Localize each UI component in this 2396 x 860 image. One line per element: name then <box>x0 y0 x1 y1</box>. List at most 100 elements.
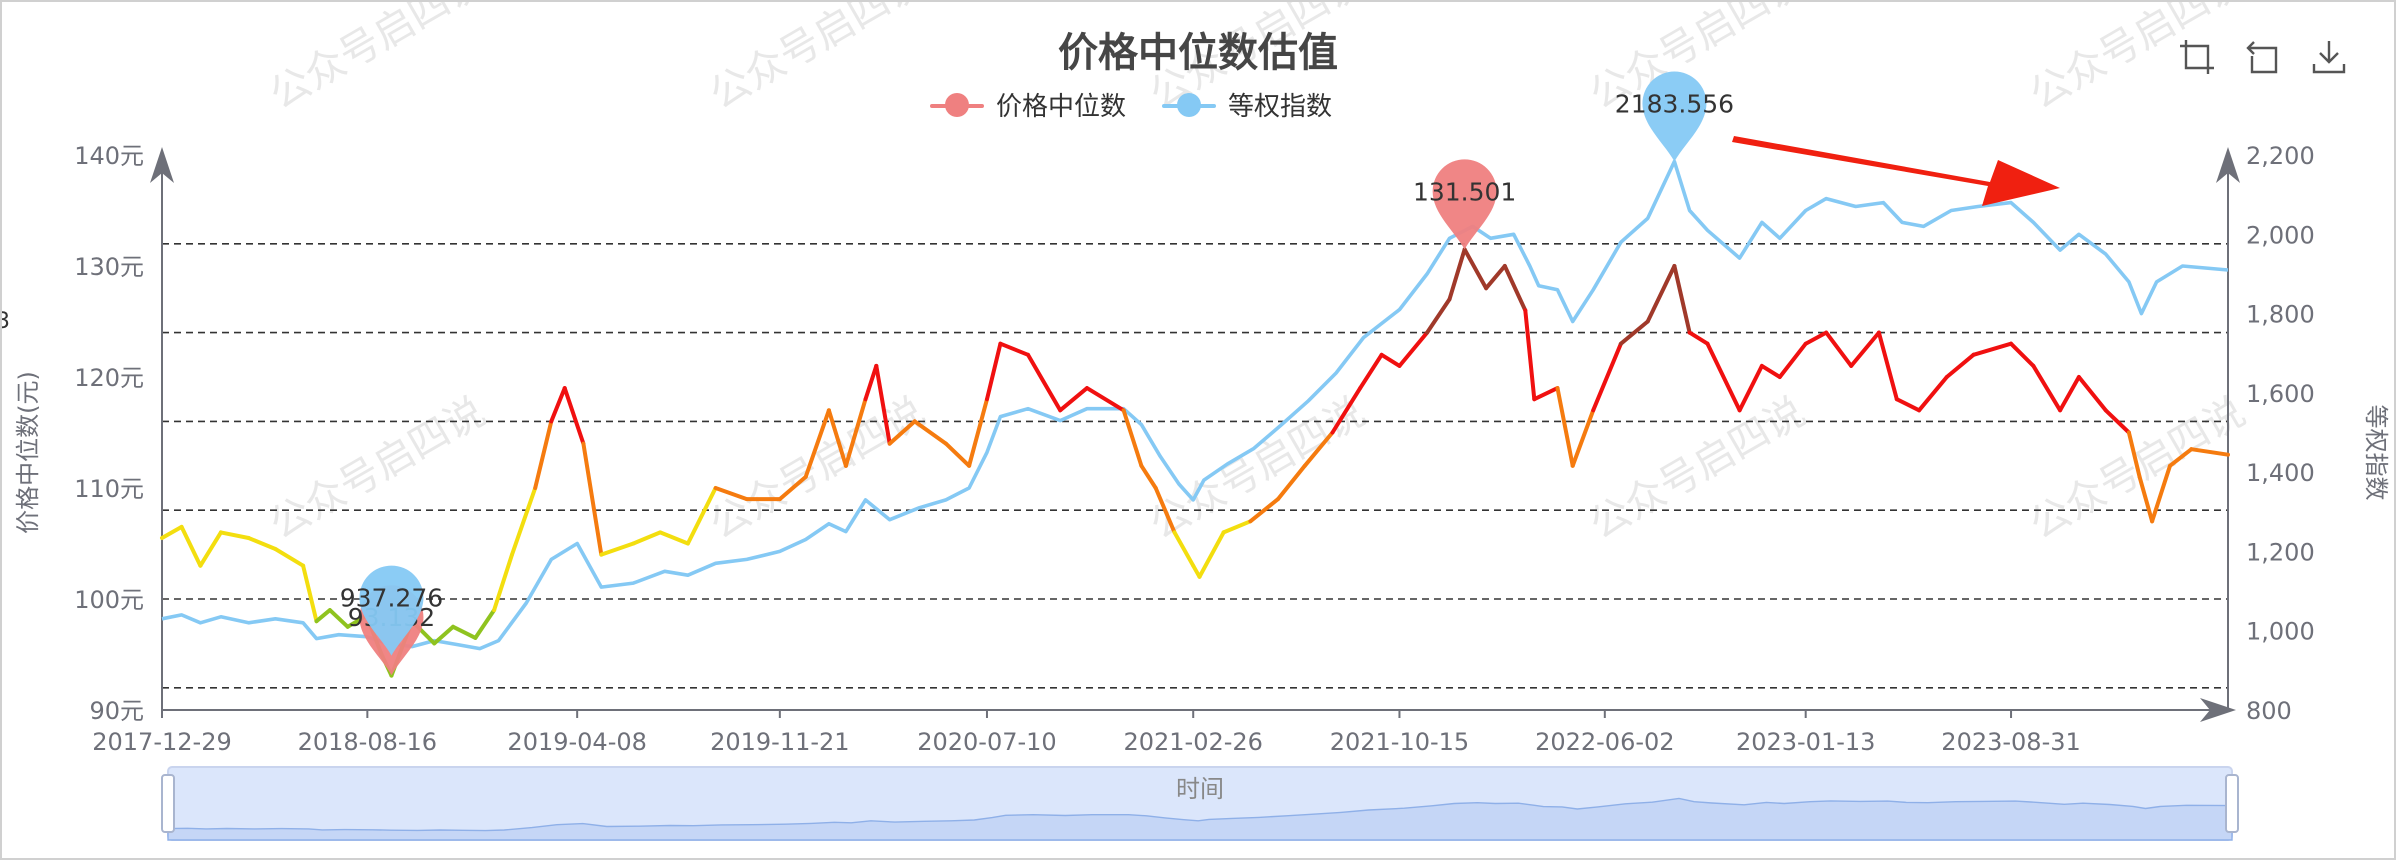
legend-item-equal-weight-index[interactable]: 等权指数 <box>1162 86 1332 123</box>
series-segment-price-median <box>1803 330 1829 346</box>
x-axis-arrow <box>2200 698 2236 722</box>
y-right-axis-arrow <box>2216 147 2240 183</box>
slider-label: 时间 <box>1176 775 1224 803</box>
series-segment-price-median <box>1672 264 1692 335</box>
series-segment-price-median <box>1484 264 1507 291</box>
series-segment-price-median <box>1172 530 1196 568</box>
watermark-text: 公众号启四说 <box>702 389 933 549</box>
x-tick-label: 2021-10-15 <box>1330 728 1469 756</box>
series-segment-price-median <box>549 386 567 424</box>
series-layer <box>160 159 2230 678</box>
series-segment-price-median <box>492 552 514 613</box>
series-segment-price-median <box>1917 375 1949 413</box>
series-segment-price-median <box>943 441 972 468</box>
slider-preview-area <box>167 797 2233 841</box>
series-segment-price-median <box>843 397 868 468</box>
series-segment-price-median <box>599 541 636 557</box>
x-tick-label: 2020-07-10 <box>917 728 1056 756</box>
series-segment-price-median <box>1462 247 1489 291</box>
series-segment-price-median <box>1737 363 1764 413</box>
series-segment-price-median <box>1532 386 1560 402</box>
series-segment-price-median <box>1523 308 1537 402</box>
y-right-tick-label: 2,000 <box>2246 221 2315 249</box>
series-segment-price-median <box>1139 463 1158 490</box>
legend-label-equal-weight-index: 等权指数 <box>1228 92 1333 122</box>
series-segment-price-median <box>2137 474 2155 524</box>
x-tick-label: 2018-08-16 <box>298 728 437 756</box>
series-segment-price-median <box>1618 319 1650 346</box>
series-segment-price-median <box>1197 530 1226 579</box>
legend-item-price-median[interactable]: 价格中位数 <box>930 86 1126 123</box>
series-segment-price-median <box>1248 497 1280 524</box>
legend-symbol-price-median <box>930 92 984 117</box>
series-segment-price-median <box>273 547 306 568</box>
series-segment-price-median <box>2076 375 2108 413</box>
reference-lines <box>162 243 2228 689</box>
x-tick-label: 2019-04-08 <box>507 728 646 756</box>
x-tick-label: 2023-01-13 <box>1736 728 1875 756</box>
toolbox <box>2178 38 2348 76</box>
series-segment-price-median <box>562 386 586 446</box>
mark-point-pin <box>1642 71 1707 162</box>
series-segment-price-median <box>451 624 478 640</box>
annotation-arrow <box>1732 136 2060 206</box>
y-left-tick-label: 140元 <box>74 142 144 170</box>
mark-point-label: 2183.556 <box>1615 90 1734 119</box>
annotation-layer <box>1732 136 2060 206</box>
series-segment-price-median <box>581 441 604 557</box>
series-segment-price-median <box>1894 397 1922 413</box>
x-tick-label: 2017-12-29 <box>92 728 231 756</box>
mark-point-pin <box>359 565 424 656</box>
series-segment-price-median <box>967 397 989 468</box>
series-segment-price-median <box>1502 264 1528 313</box>
series-segment-price-median <box>1302 430 1335 468</box>
legend-label-price-median: 价格中位数 <box>996 92 1127 122</box>
axes: 90元 100元 110元 120元 130元 140元 800 1,000 1,200 1,40… <box>0 142 2390 756</box>
series-segment-price-median <box>1555 386 1575 468</box>
series-segment-price-median <box>874 363 892 446</box>
series-segment-price-median <box>1759 363 1782 379</box>
series-segment-price-median <box>1876 330 1899 402</box>
series-segment-price-median <box>1777 341 1808 379</box>
series-segment-price-median <box>1379 352 1402 368</box>
series-segment-price-median <box>1447 247 1467 302</box>
series-line-equal-weight-index <box>161 159 2229 651</box>
series-segment-price-median <box>2189 447 2230 457</box>
series-segment-price-median <box>1153 486 1177 535</box>
series-segment-price-median <box>2103 408 2131 435</box>
series-segment-price-median <box>1971 341 2013 357</box>
series-segment-price-median <box>160 524 184 540</box>
slider-handle-left[interactable] <box>161 774 175 833</box>
y-left-tick-label: 130元 <box>74 253 144 281</box>
series-segment-price-median <box>713 486 749 502</box>
series-segment-price-median <box>301 563 319 624</box>
x-tick-label: 2019-11-21 <box>710 728 849 756</box>
watermark-text: 公众号启四说 <box>1142 389 1373 549</box>
series-segment-price-median <box>510 486 538 557</box>
watermark-text: 公众号启四说 <box>262 389 493 549</box>
x-tick-label: 2021-02-26 <box>1123 728 1262 756</box>
series-segment-price-median <box>631 530 663 546</box>
series-segment-price-median <box>1358 352 1384 391</box>
zoom-icon[interactable] <box>2178 38 2216 76</box>
download-icon[interactable] <box>2310 38 2348 76</box>
series-segment-price-median <box>887 419 917 446</box>
series-segment-price-median <box>2009 341 2036 368</box>
series-segment-price-median <box>432 624 456 646</box>
time-slider[interactable]: 时间 <box>161 766 2239 841</box>
slider-handle-right[interactable] <box>2225 774 2239 833</box>
y-left-tick-label: 110元 <box>74 475 144 503</box>
series-segment-price-median <box>2126 430 2142 479</box>
x-tick-label: 2023-08-31 <box>1941 728 2080 756</box>
watermark-text: 公众号启四说 <box>1582 389 1813 549</box>
series-segment-price-median <box>1944 352 1976 379</box>
y-right-tick-label: 1,000 <box>2246 618 2315 646</box>
y-right-tick-label: 800 <box>2246 697 2292 725</box>
series-segment-price-median <box>912 419 948 446</box>
series-segment-price-median <box>1026 352 1063 413</box>
series-segment-price-median <box>1397 330 1430 368</box>
zoom-reset-icon[interactable] <box>2244 38 2282 76</box>
legend-symbol-equal-weight-index <box>1162 92 1217 117</box>
